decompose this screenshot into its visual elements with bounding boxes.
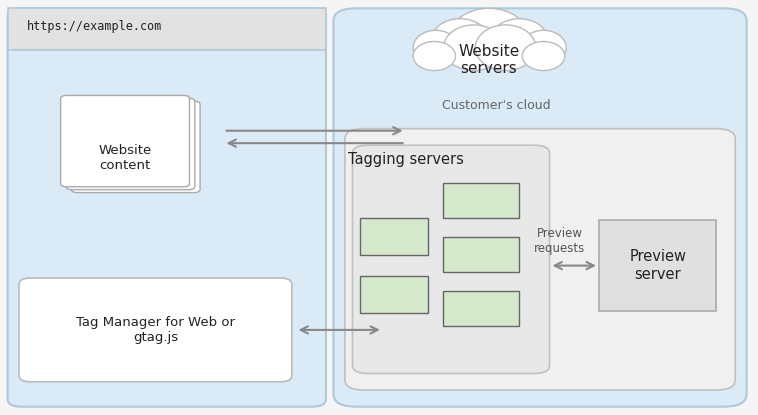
Text: Tag Manager for Web or
gtag.js: Tag Manager for Web or gtag.js xyxy=(76,316,235,344)
Ellipse shape xyxy=(521,30,566,65)
Text: Customer's cloud: Customer's cloud xyxy=(442,99,551,112)
Text: Preview
requests: Preview requests xyxy=(534,227,585,255)
Text: Preview
server: Preview server xyxy=(629,249,687,282)
FancyBboxPatch shape xyxy=(71,101,200,193)
Text: Website
content: Website content xyxy=(99,144,152,172)
FancyBboxPatch shape xyxy=(66,98,195,190)
FancyBboxPatch shape xyxy=(19,278,292,382)
FancyBboxPatch shape xyxy=(8,8,326,407)
Bar xyxy=(360,218,428,255)
Ellipse shape xyxy=(522,42,565,71)
Bar xyxy=(443,290,519,326)
Ellipse shape xyxy=(475,25,536,71)
Ellipse shape xyxy=(490,19,548,62)
Bar xyxy=(443,183,519,218)
Bar xyxy=(8,8,326,50)
Bar xyxy=(360,276,428,313)
Ellipse shape xyxy=(443,25,504,71)
Bar xyxy=(599,220,716,311)
Ellipse shape xyxy=(413,42,456,71)
Text: Tagging servers: Tagging servers xyxy=(348,152,463,167)
Bar xyxy=(443,237,519,272)
Ellipse shape xyxy=(431,19,489,62)
Ellipse shape xyxy=(413,30,459,65)
Text: https://example.com: https://example.com xyxy=(27,20,162,34)
FancyBboxPatch shape xyxy=(61,95,190,187)
FancyBboxPatch shape xyxy=(334,8,747,407)
Ellipse shape xyxy=(449,8,528,66)
FancyBboxPatch shape xyxy=(352,145,550,374)
Text: Website
servers: Website servers xyxy=(459,44,519,76)
FancyBboxPatch shape xyxy=(345,129,735,390)
